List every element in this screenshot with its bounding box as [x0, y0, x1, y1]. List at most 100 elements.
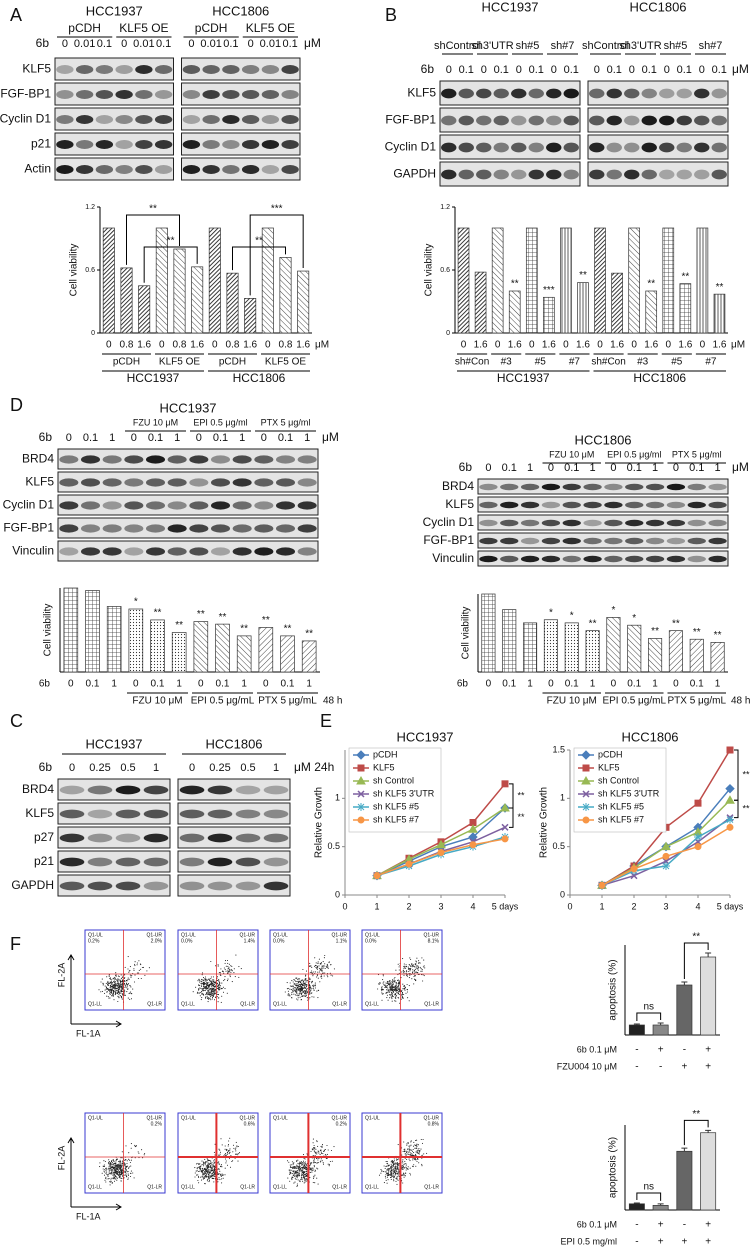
flow-event: [300, 993, 302, 996]
blot-strip: [57, 850, 171, 873]
marker: [468, 824, 478, 833]
quadrant-label: Q1-LL: [181, 1184, 195, 1190]
flow-event: [392, 1172, 394, 1174]
flow-event: [313, 965, 316, 967]
flow-event: [418, 1151, 420, 1153]
flow-event: [200, 999, 202, 1001]
flow-event: [214, 996, 217, 999]
flow-event: [113, 1173, 115, 1175]
flow-event: [397, 985, 399, 988]
flow-event: [126, 1176, 128, 1178]
flow-event: [396, 989, 398, 991]
flow-event: [117, 1165, 119, 1168]
flow-event: [218, 1163, 220, 1165]
band: [59, 501, 79, 510]
flow-event: [327, 1149, 329, 1151]
flow-event: [296, 1175, 298, 1178]
flow-event: [123, 993, 125, 995]
bar: [193, 621, 209, 673]
flow-event: [403, 993, 405, 996]
flow-event: [403, 967, 405, 969]
flow-event: [296, 1164, 298, 1166]
group-label: FZU 10 μM: [547, 696, 597, 707]
flow-event: [327, 1163, 329, 1165]
flow-event: [120, 983, 122, 986]
band: [275, 524, 296, 533]
flow-event: [235, 1153, 238, 1155]
flow-event: [105, 1167, 107, 1169]
band: [511, 88, 527, 99]
flow-event: [203, 1173, 205, 1175]
flow-event: [210, 1175, 212, 1177]
flow-event: [202, 1163, 204, 1165]
flow-event: [110, 1177, 112, 1179]
flow-event: [416, 1150, 418, 1152]
flow-event: [392, 986, 394, 988]
flow-event: [101, 1172, 103, 1174]
flow-event: [320, 1160, 322, 1162]
legend-label: sh KLF5 3'UTR: [598, 788, 660, 798]
band: [441, 88, 457, 99]
dose: 0.8: [226, 340, 240, 351]
flow-event: [392, 988, 394, 990]
flow-event: [291, 1176, 293, 1178]
quadrant-label: Q1-UL: [273, 1115, 288, 1121]
flow-event: [104, 989, 106, 991]
flow-event: [333, 1146, 335, 1148]
flow-event: [316, 968, 318, 970]
flow-event: [319, 981, 321, 983]
flow-event: [410, 1144, 412, 1146]
flow-event: [225, 1160, 227, 1162]
dose: 0: [106, 340, 112, 351]
flow-event: [228, 969, 231, 971]
quadrant-label: Q1-UR: [423, 1115, 439, 1121]
flow-event: [398, 966, 400, 968]
flow-event: [412, 1155, 414, 1157]
flow-event: [236, 1145, 238, 1147]
band: [297, 478, 317, 487]
dose: 0: [495, 340, 501, 351]
flow-event: [116, 1168, 118, 1171]
flow-event: [109, 1181, 111, 1183]
flow-event: [381, 992, 383, 994]
flow-event: [123, 994, 125, 996]
flow-event: [382, 982, 384, 984]
quadrant-percent: 2.0%: [151, 938, 163, 944]
band: [500, 519, 519, 527]
flow-event: [103, 1174, 106, 1176]
flow-event: [210, 983, 212, 985]
band: [645, 537, 665, 545]
condition-sign: +: [658, 1220, 664, 1231]
flow-event: [205, 994, 207, 996]
condition-sign: +: [658, 1045, 664, 1056]
band: [281, 165, 299, 174]
quadrant-percent: 0.2%: [336, 1121, 348, 1127]
flow-event: [414, 969, 416, 971]
y-axis-title: apoptosis (%): [608, 959, 619, 1020]
flow-event: [211, 998, 213, 1000]
band: [75, 165, 94, 174]
band: [235, 881, 261, 891]
flow-event: [128, 971, 130, 973]
dose: 0: [666, 340, 672, 351]
band: [102, 478, 122, 487]
band: [102, 501, 122, 510]
flow-event: [293, 1182, 295, 1184]
flow-event: [410, 1149, 412, 1151]
blot-strip: [177, 850, 291, 873]
flow-event: [134, 965, 136, 967]
unit: μM 24h: [294, 760, 334, 774]
flow-event: [297, 997, 299, 999]
flow-event: [316, 1157, 318, 1159]
flow-event: [119, 979, 121, 981]
flow-event: [396, 986, 398, 988]
flow-event: [293, 1165, 295, 1167]
flow-event: [284, 991, 286, 993]
dose: 0: [265, 340, 271, 351]
band: [222, 165, 240, 174]
band: [275, 501, 296, 510]
flow-event: [110, 1166, 113, 1168]
flow-event: [221, 1166, 223, 1168]
flow-event: [396, 979, 399, 982]
flow-event: [218, 983, 221, 985]
